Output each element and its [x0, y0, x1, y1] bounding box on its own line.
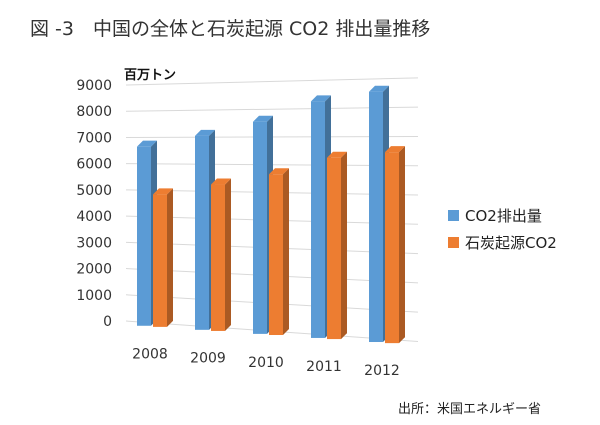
bar-coal-co2-2012-side	[399, 146, 405, 344]
bar-coal-co2-2012-front	[385, 152, 399, 344]
bar-co2-2010-front	[253, 121, 267, 334]
bar-coal-co2-2011-side	[341, 151, 347, 340]
bar-coal-co2-2012	[385, 146, 405, 344]
bar-coal-co2-2009-front	[211, 184, 225, 331]
bar-coal-co2-2012-top	[385, 146, 405, 153]
bar-co2-2011-front	[311, 101, 325, 338]
bar-coal-co2-2010	[269, 168, 289, 336]
x-tick-label: 2010	[248, 355, 284, 371]
bar-co2-2008-top	[137, 140, 157, 147]
chart-title: 図 -3 中国の全体と石炭起源 CO2 排出量推移	[30, 18, 431, 40]
x-tick-label: 2012	[364, 363, 400, 379]
y-tick-label: 3000	[76, 235, 112, 251]
legend-item-co2: CO2排出量	[448, 202, 557, 229]
bar-co2-2010	[253, 115, 273, 334]
bars	[137, 85, 405, 344]
bar-coal-co2-2009-side	[225, 178, 231, 331]
bar-co2-2012-top	[369, 85, 389, 92]
y-tick-label: 8000	[76, 104, 112, 120]
bar-co2-2011-top	[311, 95, 331, 102]
bar-coal-co2-2009-top	[211, 178, 231, 185]
legend-item-coal-co2: 石炭起源CO2	[448, 229, 557, 256]
bar-coal-co2-2010-front	[269, 174, 283, 336]
legend: CO2排出量 石炭起源CO2	[448, 202, 557, 256]
x-tick-label: 2009	[190, 351, 226, 367]
y-tick-label: 4000	[76, 209, 112, 225]
y-tick-label: 5000	[76, 183, 112, 199]
x-tick-label: 2008	[132, 347, 168, 363]
y-axis-ticks: 0 1000 2000 3000 4000 5000 6000 7000 8000 9000	[76, 78, 112, 330]
bar-coal-co2-2008-side	[167, 188, 173, 327]
gridline	[125, 77, 419, 86]
legend-label-co2: CO2排出量	[465, 207, 542, 225]
bar-coal-co2-2008-front	[153, 194, 167, 327]
legend-label-coal-co2: 石炭起源CO2	[465, 234, 557, 252]
y-tick-label: 7000	[76, 130, 112, 146]
y-axis-unit-label: 百万トン	[124, 68, 177, 83]
y-tick-label: 6000	[76, 157, 112, 173]
bar-coal-co2-2008-top	[153, 188, 173, 195]
bar-coal-co2-2010-top	[269, 168, 289, 175]
bar-coal-co2-2009	[211, 178, 231, 331]
bar-coal-co2-2010-side	[283, 168, 289, 336]
legend-swatch-coal-co2	[448, 237, 459, 248]
bar-co2-2010-top	[253, 115, 273, 122]
x-tick-label: 2011	[306, 359, 342, 375]
bar-coal-co2-2011	[327, 151, 347, 340]
y-tick-label: 0	[103, 314, 112, 330]
bar-coal-co2-2011-top	[327, 151, 347, 158]
bar-co2-2009-top	[195, 129, 215, 136]
bar-co2-2012-front	[369, 91, 383, 343]
bar-coal-co2-2011-front	[327, 157, 341, 340]
x-axis-ticks: 2008 2009 2010 2011 2012	[132, 347, 400, 379]
y-tick-label: 2000	[76, 262, 112, 278]
source-note: 出所：米国エネルギー省	[398, 402, 542, 417]
y-tick-label: 9000	[76, 78, 112, 94]
bar-co2-2008-front	[137, 146, 151, 326]
legend-swatch-co2	[448, 210, 459, 221]
bar-co2-2009-front	[195, 135, 209, 330]
bar-coal-co2-2008	[153, 188, 173, 327]
y-tick-label: 1000	[76, 288, 112, 304]
